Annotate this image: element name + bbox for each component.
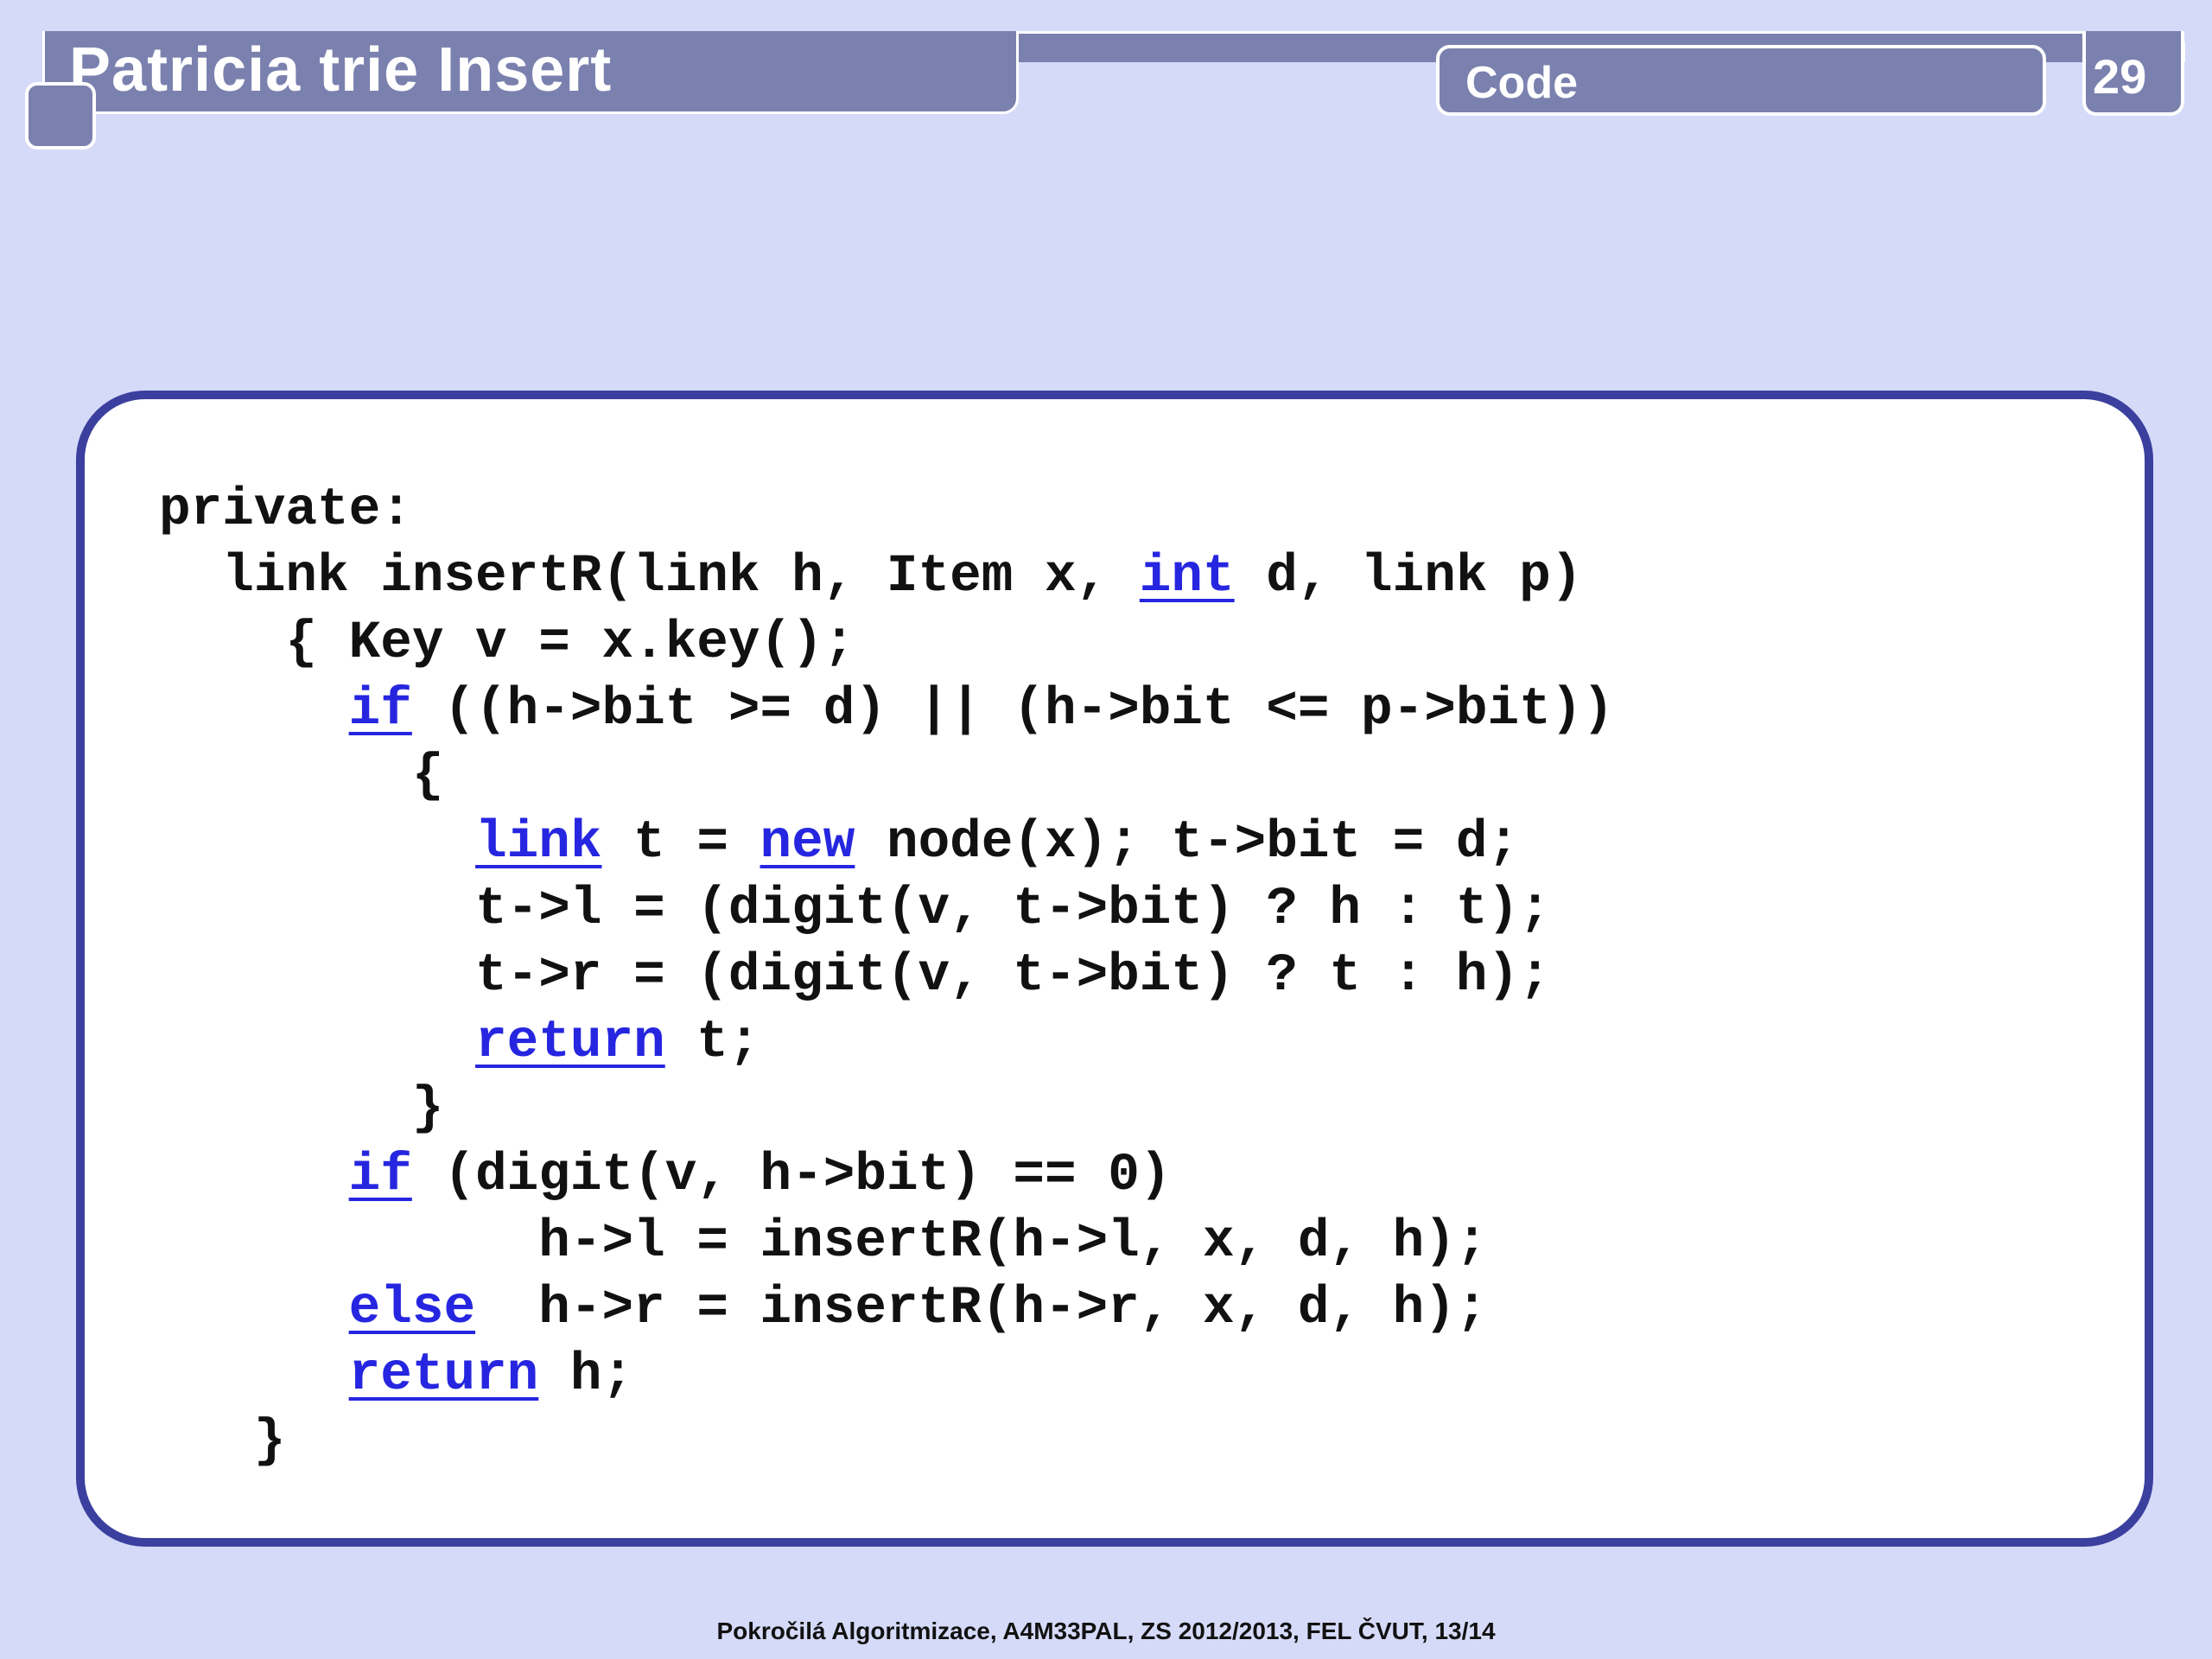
code-line: link t = new node(x); t->bit = d; [159, 810, 1614, 876]
code-text: { Key v = x.key(); [159, 613, 855, 673]
code-text: } [159, 1412, 286, 1471]
code-line: return h; [159, 1342, 1614, 1408]
code-keyword: if [348, 1146, 412, 1205]
code-block: private: link insertR(link h, Item x, in… [159, 477, 1614, 1475]
page-number-box: 29 [2082, 31, 2184, 116]
page-number: 29 [2093, 49, 2147, 104]
code-keyword: else [348, 1279, 476, 1338]
code-line: h->l = insertR(h->l, x, d, h); [159, 1209, 1614, 1275]
code-line: t->l = (digit(v, t->bit) ? h : t); [159, 876, 1614, 943]
code-text [159, 1345, 349, 1405]
code-line: } [159, 1076, 1614, 1142]
code-text [159, 1279, 349, 1338]
corner-decoration [25, 82, 96, 149]
code-text: h->l = insertR(h->l, x, d, h); [159, 1212, 1488, 1272]
section-label: Code [1465, 58, 1578, 108]
code-text: d, link p) [1234, 547, 1583, 607]
code-line: t->r = (digit(v, t->bit) ? t : h); [159, 943, 1614, 1009]
code-line: { Key v = x.key(); [159, 610, 1614, 677]
slide-title: Patricia trie Insert [69, 35, 613, 105]
code-text [159, 813, 475, 873]
code-keyword: new [760, 813, 855, 873]
code-text: t->l = (digit(v, t->bit) ? h : t); [159, 880, 1551, 939]
code-panel: private: link insertR(link h, Item x, in… [76, 391, 2153, 1547]
code-text: t; [664, 1013, 760, 1072]
code-text: h->r = insertR(h->r, x, d, h); [475, 1279, 1488, 1338]
code-text: t = [601, 813, 760, 873]
code-line: } [159, 1408, 1614, 1475]
code-keyword: link [475, 813, 602, 873]
code-line: if ((h->bit >= d) || (h->bit <= p->bit)) [159, 677, 1614, 743]
code-keyword: return [348, 1345, 539, 1405]
title-bar [42, 31, 1019, 114]
code-text: h; [538, 1345, 634, 1405]
code-text: t->r = (digit(v, t->bit) ? t : h); [159, 946, 1551, 1006]
code-text [159, 680, 349, 740]
code-line: link insertR(link h, Item x, int d, link… [159, 543, 1614, 610]
section-tab: Code [1436, 45, 2046, 116]
code-keyword: int [1139, 547, 1235, 607]
code-text: (digit(v, h->bit) == 0) [411, 1146, 1172, 1205]
code-line: { [159, 743, 1614, 810]
code-text: private: [159, 480, 412, 540]
code-text [159, 1013, 475, 1072]
code-line: private: [159, 477, 1614, 543]
code-line: return t; [159, 1009, 1614, 1076]
code-keyword: if [348, 680, 412, 740]
code-line: if (digit(v, h->bit) == 0) [159, 1142, 1614, 1209]
code-text: { [159, 747, 444, 806]
code-text: node(x); t->bit = d; [855, 813, 1520, 873]
footer-text: Pokročilá Algoritmizace, A4M33PAL, ZS 20… [716, 1618, 1496, 1644]
code-text: link insertR(link h, Item x, [159, 547, 1140, 607]
code-text: } [159, 1079, 444, 1139]
code-text: ((h->bit >= d) || (h->bit <= p->bit)) [411, 680, 1614, 740]
code-line: else h->r = insertR(h->r, x, d, h); [159, 1275, 1614, 1342]
code-keyword: return [475, 1013, 665, 1072]
code-text [159, 1146, 349, 1205]
